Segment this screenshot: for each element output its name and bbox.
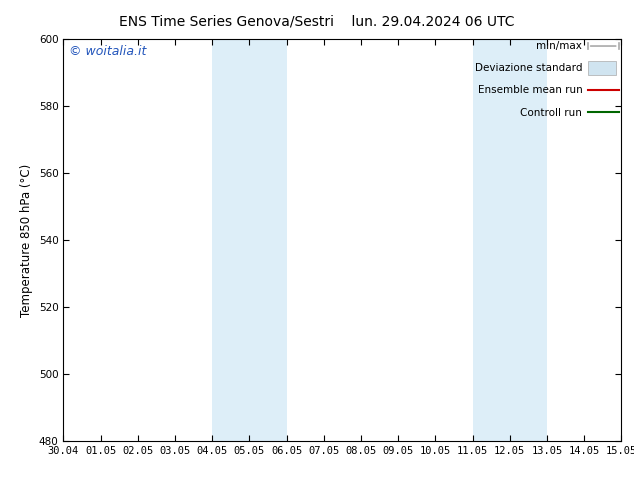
Text: Controll run: Controll run bbox=[521, 107, 582, 118]
Y-axis label: Temperature 850 hPa (°C): Temperature 850 hPa (°C) bbox=[20, 164, 33, 317]
Text: © woitalia.it: © woitalia.it bbox=[69, 45, 146, 58]
FancyBboxPatch shape bbox=[588, 61, 616, 75]
Text: Ensemble mean run: Ensemble mean run bbox=[477, 85, 582, 96]
Text: ENS Time Series Genova/Sestri    lun. 29.04.2024 06 UTC: ENS Time Series Genova/Sestri lun. 29.04… bbox=[119, 15, 515, 29]
Text: min/max: min/max bbox=[536, 41, 582, 51]
Bar bbox=[212, 39, 287, 441]
Text: Deviazione standard: Deviazione standard bbox=[475, 63, 582, 74]
Bar bbox=[472, 39, 547, 441]
